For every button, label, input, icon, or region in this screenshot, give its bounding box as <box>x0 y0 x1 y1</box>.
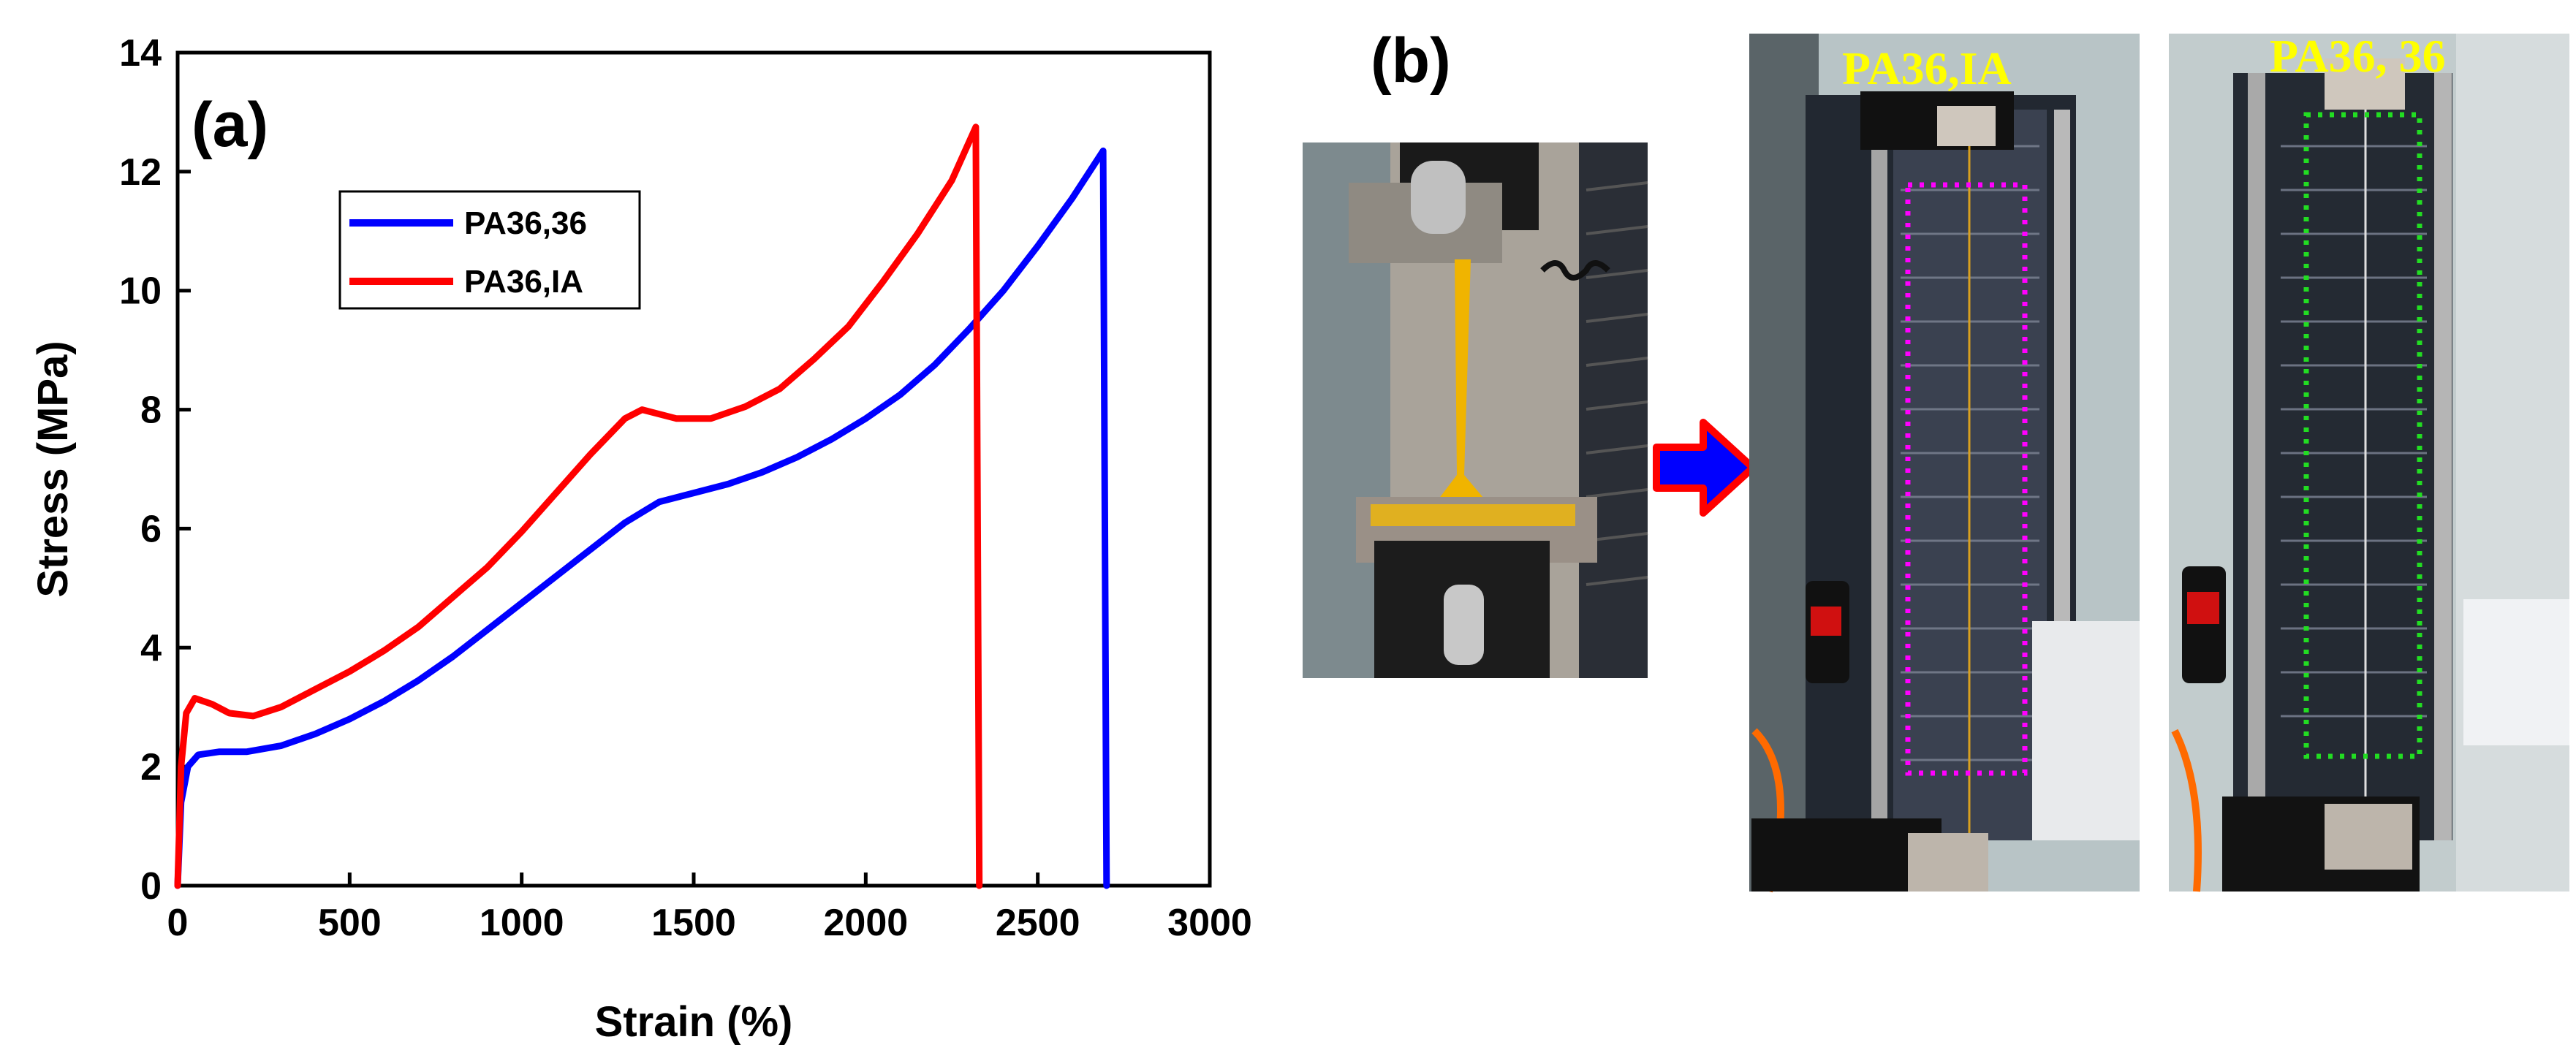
plot-frame <box>175 50 1212 888</box>
x-tick-label: 3000 <box>1167 902 1252 944</box>
y-tick-label: 14 <box>119 32 162 75</box>
x-axis-ticks: 0 500 1000 1500 2000 2500 3000 <box>167 873 1252 944</box>
photo-caption-pa36-36: PA36, 36 <box>2270 30 2446 82</box>
photo-pa36-ia: PA36,IA <box>1749 34 2140 893</box>
x-tick-label: 0 <box>167 902 189 944</box>
y-tick-label: 8 <box>140 389 162 432</box>
stress-strain-chart: 0 2 4 6 8 10 12 14 0 500 1000 1500 2000 2500 3000 Str… <box>29 32 1252 1046</box>
legend: PA36,36 PA36,IA <box>338 190 641 310</box>
x-tick-label: 1000 <box>480 902 564 944</box>
photo-pa36-36: PA36, 36 <box>2169 30 2569 892</box>
y-tick-label: 2 <box>140 746 162 788</box>
panel-label-b: (b) <box>1371 26 1451 96</box>
legend-box <box>338 190 641 310</box>
x-tick-label: 1500 <box>651 902 736 944</box>
x-axis-title: Strain (%) <box>595 998 793 1046</box>
y-axis-title: Stress (MPa) <box>29 341 77 597</box>
legend-entry-pa36-36: PA36,36 <box>464 205 587 241</box>
y-tick-label: 12 <box>119 151 162 194</box>
series-layer <box>174 123 1110 889</box>
x-tick-label: 2500 <box>996 902 1080 944</box>
y-tick-label: 4 <box>140 627 162 669</box>
panel-label-a: (a) <box>192 90 268 160</box>
y-tick-label: 0 <box>140 865 162 908</box>
photo-caption-pa36-ia: PA36,IA <box>1842 42 2012 94</box>
x-tick-label: 500 <box>318 902 382 944</box>
y-axis-ticks: 0 2 4 6 8 10 12 14 <box>119 32 191 908</box>
y-tick-label: 6 <box>140 508 162 550</box>
arrow-icon <box>1653 419 1757 517</box>
y-tick-label: 10 <box>119 270 162 313</box>
series-line-pa36-36 <box>174 147 1110 889</box>
legend-entry-pa36-ia: PA36,IA <box>464 264 583 300</box>
photo-specimen <box>1303 142 1648 678</box>
x-tick-label: 2000 <box>823 902 908 944</box>
series-line-pa36-ia <box>174 123 983 889</box>
